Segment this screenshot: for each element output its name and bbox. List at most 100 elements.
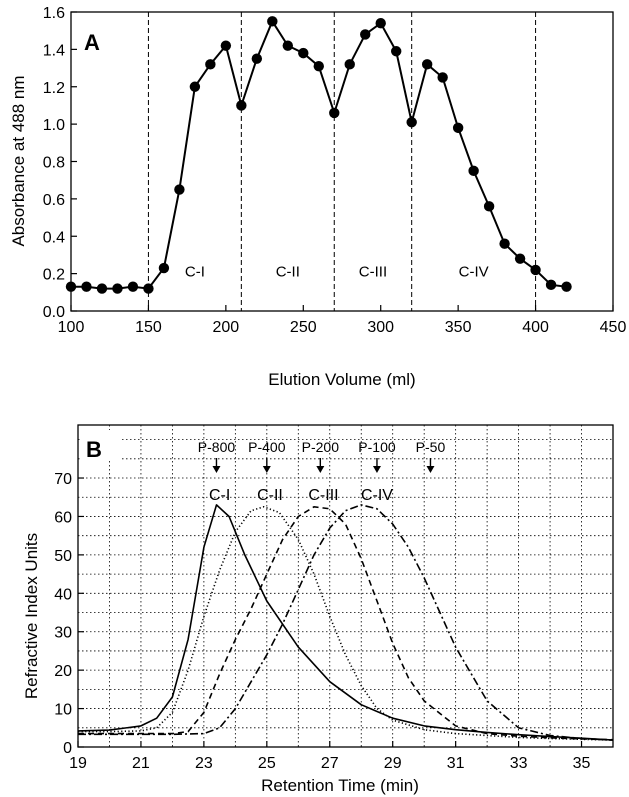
standard-arrow-head — [426, 466, 435, 473]
panel-b-y-axis-label: Refractive Index Units — [22, 533, 41, 699]
x-tick-label: 400 — [522, 319, 549, 336]
peak-label: C-IV — [361, 487, 393, 504]
peak-label: C-I — [209, 487, 230, 504]
data-point — [421, 59, 433, 70]
panel-a-fraction-dividers — [147, 12, 537, 311]
panel-a-label: A — [84, 30, 100, 55]
y-tick-label: 0.0 — [43, 304, 65, 321]
panel-b-plot-frame — [77, 424, 614, 748]
x-tick-label: 300 — [367, 319, 394, 336]
panel-a-y-axis-label: Absorbance at 488 nm — [9, 75, 28, 246]
standard-arrow-head — [316, 466, 325, 473]
standard-label: P-200 — [302, 439, 340, 455]
data-point — [391, 46, 402, 57]
data-point — [452, 122, 464, 134]
x-tick-label: 350 — [445, 319, 472, 336]
x-tick-label: 25 — [258, 755, 276, 772]
standard-label: P-50 — [416, 439, 446, 455]
panel-a-ticks: 100 150 200 250 300 350 400 450 0.0 0.2 0.4 0.6 0.8 1… — [43, 5, 627, 336]
refractive-index-line-dotted — [78, 505, 614, 741]
y-tick-label: 0 — [63, 740, 72, 757]
data-point — [437, 72, 448, 83]
standard-label: P-800 — [198, 439, 236, 455]
data-point — [65, 281, 77, 292]
x-tick-label: 100 — [58, 319, 85, 336]
data-point — [344, 59, 355, 70]
y-tick-label: 70 — [54, 471, 72, 488]
x-tick-label: 450 — [600, 319, 627, 336]
panel-b-grid — [78, 425, 613, 747]
y-tick-label: 20 — [54, 663, 72, 680]
x-tick-label: 35 — [573, 755, 591, 772]
data-point — [329, 107, 340, 119]
fraction-label: C-I — [185, 264, 205, 281]
data-point — [545, 279, 557, 291]
panel-b-size-standards: P-800 P-400 P-200 P-100 P-50 — [198, 439, 446, 473]
x-tick-label: 250 — [290, 319, 317, 336]
y-tick-label: 1.0 — [43, 117, 65, 134]
data-point — [360, 29, 371, 40]
peak-label: C-III — [308, 487, 338, 504]
y-tick-label: 10 — [54, 702, 72, 719]
standard-label: P-100 — [358, 439, 396, 455]
peak-label: C-II — [257, 487, 283, 504]
panel-a-x-axis-label: Elution Volume (ml) — [268, 370, 415, 389]
data-point — [251, 53, 263, 64]
y-tick-label: 0.8 — [43, 155, 65, 172]
data-point — [499, 238, 510, 249]
refractive-index-line-solid — [77, 504, 614, 741]
data-point — [298, 47, 309, 59]
data-point — [112, 283, 123, 294]
data-point — [96, 283, 108, 294]
x-tick-label: 29 — [384, 755, 402, 772]
data-point — [483, 201, 495, 212]
standard-arrow-head — [212, 466, 221, 473]
y-tick-label: 50 — [54, 548, 72, 565]
data-point — [189, 81, 201, 92]
panel-b-chart: B Retention Time (min) Refractive Index … — [22, 424, 614, 795]
data-point — [282, 40, 293, 51]
y-tick-label: 60 — [54, 509, 72, 526]
y-tick-label: 1.4 — [43, 42, 65, 59]
fraction-label: C-II — [276, 264, 300, 281]
x-tick-label: 21 — [132, 755, 150, 772]
data-point — [220, 40, 232, 51]
panel-a-series — [65, 16, 572, 294]
standard-arrow-head — [372, 466, 381, 473]
standard-label: P-400 — [248, 439, 286, 455]
data-point — [205, 59, 216, 70]
y-tick-label: 1.6 — [43, 5, 65, 22]
data-point — [174, 184, 185, 195]
x-tick-label: 31 — [447, 755, 465, 772]
refractive-index-line-dashed — [78, 505, 614, 741]
panel-a-chart: A Elution Volume (ml) Absorbance at 488 … — [9, 5, 626, 389]
data-point — [514, 253, 526, 264]
panel-a-fraction-labels: C-I C-II C-III C-IV — [185, 264, 489, 281]
data-point — [561, 281, 572, 292]
data-point — [530, 264, 541, 276]
panel-b-label-bg — [82, 430, 122, 460]
panel-b-series — [77, 504, 614, 741]
fraction-label: C-IV — [459, 264, 489, 281]
x-tick-label: 150 — [135, 319, 162, 336]
panel-b-ticks: 19 21 23 25 27 29 31 33 35 0 10 20 30 40 50 60 70 — [54, 471, 590, 772]
fraction-label: C-III — [359, 264, 387, 281]
panel-b-x-axis-label: Retention Time (min) — [261, 776, 419, 795]
refractive-index-line-dashdot — [78, 504, 614, 741]
x-tick-label: 23 — [195, 755, 213, 772]
x-tick-label: 33 — [510, 755, 528, 772]
data-point — [406, 117, 417, 128]
data-point — [81, 281, 92, 292]
y-tick-label: 1.2 — [43, 80, 65, 97]
y-tick-label: 0.4 — [43, 229, 65, 246]
y-tick-label: 30 — [54, 625, 72, 642]
data-point — [375, 18, 386, 29]
panel-b-label: B — [86, 437, 102, 462]
x-tick-label: 27 — [321, 755, 339, 772]
y-tick-label: 0.2 — [43, 267, 65, 284]
x-tick-label: 19 — [69, 755, 87, 772]
y-tick-label: 0.6 — [43, 192, 65, 209]
y-tick-label: 40 — [54, 586, 72, 603]
data-point — [468, 165, 479, 177]
